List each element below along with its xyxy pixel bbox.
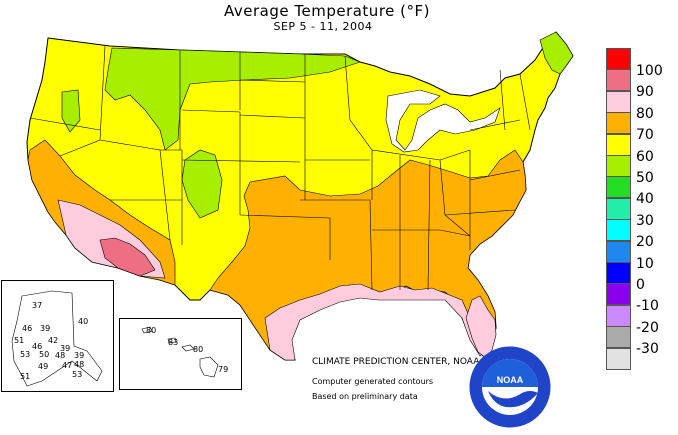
alaska-value: 51: [20, 372, 31, 381]
hawaii-value: 79: [218, 365, 229, 374]
credit-data: Based on preliminary data: [312, 392, 418, 401]
legend-label: 100: [636, 63, 663, 79]
alaska-value: 48: [74, 360, 85, 369]
legend-label: 20: [636, 234, 654, 251]
legend-swatch: [606, 176, 631, 199]
hawaii-islands: [141, 326, 219, 378]
alaska-value: 47: [62, 361, 73, 370]
legend-swatch: [606, 69, 631, 92]
alaska-value: 39: [40, 324, 51, 333]
alaska-value: 49: [38, 362, 49, 371]
legend-swatch: [606, 283, 631, 306]
credit-contours: Computer generated contours: [312, 377, 434, 386]
legend-swatch: [606, 112, 631, 135]
legend-label: 40: [636, 191, 654, 208]
legend-swatch: [606, 240, 631, 263]
alaska-value: 39: [60, 344, 71, 353]
legend-label: 70: [636, 127, 654, 144]
hawaii-value: 83: [168, 338, 179, 347]
alaska-value: 51: [14, 336, 25, 345]
hawaii-value: 80: [193, 345, 204, 354]
noaa-logo-text: NOAA: [497, 375, 524, 385]
hawaii-inset: 80 83 80 79: [119, 318, 242, 390]
alaska-value: 42: [48, 336, 59, 345]
zone-50-60-northwest: [104, 47, 361, 151]
alaska-value: 50: [39, 350, 50, 359]
legend-swatch: [606, 48, 631, 70]
legend-label: 10: [636, 255, 654, 272]
alaska-value: 39: [74, 351, 85, 360]
zone-50-60-maine: [539, 31, 574, 75]
great-lakes: [385, 89, 501, 153]
legend-label: 50: [636, 170, 654, 186]
credit-center: CLIMATE PREDICTION CENTER, NOAA: [312, 357, 480, 367]
alaska-outline: [11, 290, 103, 387]
legend-swatch: [606, 133, 631, 156]
legend-label: 0: [636, 277, 645, 293]
legend-label: 60: [636, 148, 654, 165]
state-borders: [29, 45, 531, 291]
alaska-value: 40: [78, 317, 89, 326]
alaska-value: 46: [32, 342, 43, 351]
alaska-value: 48: [55, 351, 66, 360]
legend-swatch: [606, 90, 631, 113]
zone-80-90-florida: [465, 295, 497, 359]
noaa-logo: NOAA: [469, 346, 551, 428]
legend-swatch: [606, 304, 631, 327]
alaska-inset: 37 40 46 39 51 42 46 39 53 50 48 39 49 4…: [1, 280, 114, 392]
alaska-value: 37: [32, 301, 43, 310]
legend-swatch: [606, 155, 631, 177]
zone-80-90-gulf: [264, 283, 487, 361]
zone-50-60-rockies: [181, 149, 223, 219]
alaska-value: 46: [22, 324, 33, 333]
legend-swatch: [606, 219, 631, 242]
legend-label: -30: [636, 341, 659, 358]
legend-swatch: [606, 347, 631, 370]
legend-swatch: [606, 197, 631, 220]
legend-label: 80: [636, 105, 654, 122]
legend-swatch: [606, 326, 631, 349]
legend-label: -10: [636, 298, 659, 315]
hawaii-value: 80: [146, 326, 157, 335]
alaska-value: 53: [72, 370, 83, 379]
legend-label: 90: [636, 84, 654, 101]
map-subtitle: SEP 5 - 11, 2004: [273, 20, 373, 33]
legend-swatch: [606, 262, 631, 284]
zone-90-100-desert: [99, 237, 156, 277]
alaska-value: 53: [20, 350, 31, 359]
legend-label: 30: [636, 212, 654, 229]
map-title: Average Temperature (°F): [224, 2, 430, 20]
legend-label: -20: [636, 319, 659, 336]
